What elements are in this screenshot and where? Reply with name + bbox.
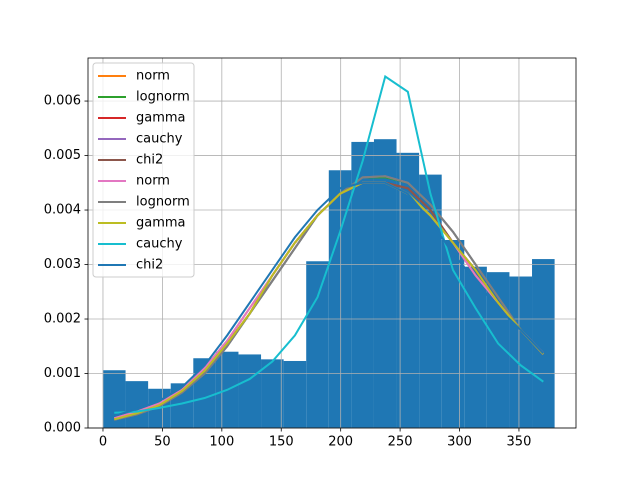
y-tick-label: 0.000 <box>44 421 81 436</box>
bar <box>486 272 510 428</box>
fit-line <box>113 181 545 417</box>
legend-label: lognorm <box>136 195 190 210</box>
axes-frame <box>87 57 577 429</box>
legend-label: chi2 <box>136 258 163 273</box>
x-tick-label: 200 <box>328 435 353 450</box>
bar <box>125 381 149 428</box>
y-tick-label: 0.006 <box>44 94 81 109</box>
bar <box>464 266 487 428</box>
bar <box>373 139 397 428</box>
legend-label: chi2 <box>136 153 163 168</box>
y-tick-label: 0.005 <box>44 148 81 163</box>
bar <box>396 152 420 428</box>
y-tick-label: 0.002 <box>44 312 81 327</box>
x-tick-label: 350 <box>507 435 532 450</box>
bar <box>351 141 374 428</box>
bar <box>306 261 329 428</box>
x-tick-label: 50 <box>154 435 171 450</box>
bar <box>532 259 555 428</box>
bar <box>328 170 352 429</box>
bar <box>238 354 262 428</box>
fit-line <box>114 181 545 421</box>
legend-label: gamma <box>136 216 186 231</box>
y-tick-label: 0.001 <box>44 366 81 381</box>
legend-label: cauchy <box>136 237 183 252</box>
x-tick-label: 250 <box>388 435 413 450</box>
legend-label: gamma <box>136 111 186 126</box>
legend-label: norm <box>136 69 170 84</box>
bar <box>419 174 442 428</box>
y-tick-label: 0.004 <box>44 203 81 218</box>
fit-line <box>114 74 544 414</box>
x-tick-label: 0 <box>99 435 107 450</box>
legend-label: cauchy <box>136 132 183 147</box>
x-tick-label: 300 <box>447 435 472 450</box>
legend-label: lognorm <box>136 90 190 105</box>
legend: norm lognorm gamma cauchy chi2 norm lognorm gam… <box>92 62 195 278</box>
y-tick-label: 0.003 <box>44 257 81 272</box>
x-tick-label: 150 <box>269 435 294 450</box>
bar <box>283 360 307 428</box>
bar <box>441 240 465 428</box>
x-tick-label: 100 <box>209 435 234 450</box>
bar <box>509 276 533 428</box>
bar <box>261 359 284 428</box>
legend-label: norm <box>136 174 170 189</box>
